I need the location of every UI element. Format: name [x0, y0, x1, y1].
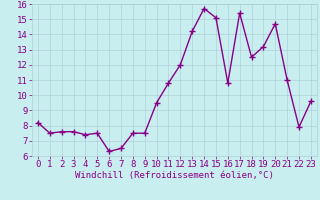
X-axis label: Windchill (Refroidissement éolien,°C): Windchill (Refroidissement éolien,°C) [75, 171, 274, 180]
